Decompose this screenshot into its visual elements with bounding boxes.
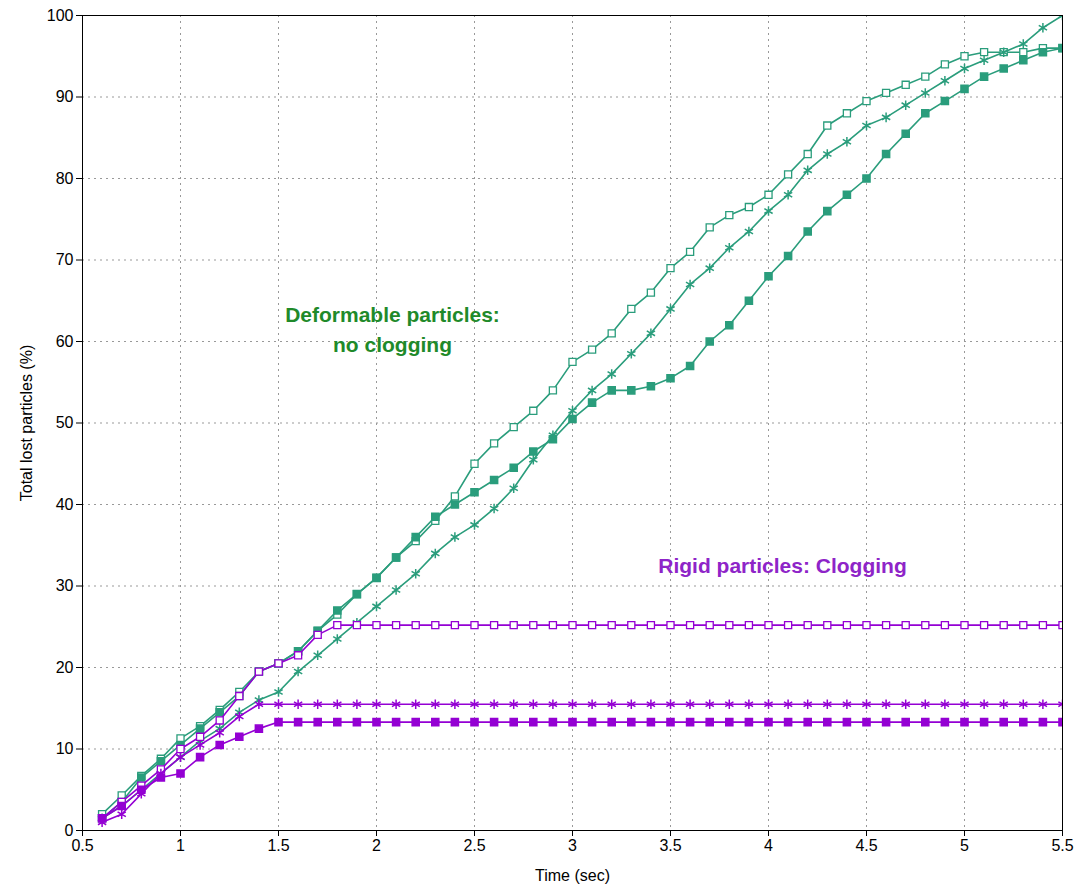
svg-text:1: 1 xyxy=(176,837,185,854)
svg-text:3: 3 xyxy=(568,837,577,854)
svg-text:50: 50 xyxy=(56,414,74,431)
svg-text:4: 4 xyxy=(764,837,773,854)
svg-text:70: 70 xyxy=(56,251,74,268)
svg-text:Total lost particles (%): Total lost particles (%) xyxy=(18,345,35,502)
svg-text:Time (sec): Time (sec) xyxy=(535,867,610,884)
svg-text:30: 30 xyxy=(56,577,74,594)
svg-text:100: 100 xyxy=(47,7,74,24)
svg-text:Deformable particles:no cloggi: Deformable particles:no clogging xyxy=(285,303,500,355)
svg-text:1.5: 1.5 xyxy=(267,837,289,854)
svg-text:80: 80 xyxy=(56,170,74,187)
svg-text:20: 20 xyxy=(56,659,74,676)
svg-text:10: 10 xyxy=(56,740,74,757)
svg-text:4.5: 4.5 xyxy=(855,837,877,854)
svg-text:2: 2 xyxy=(372,837,381,854)
svg-text:5.5: 5.5 xyxy=(1051,837,1073,854)
svg-text:Rigid particles: Clogging: Rigid particles: Clogging xyxy=(658,554,907,577)
svg-text:40: 40 xyxy=(56,496,74,513)
svg-text:5: 5 xyxy=(960,837,969,854)
svg-text:3.5: 3.5 xyxy=(659,837,681,854)
svg-text:0.5: 0.5 xyxy=(71,837,93,854)
svg-text:90: 90 xyxy=(56,88,74,105)
svg-text:60: 60 xyxy=(56,333,74,350)
svg-text:2.5: 2.5 xyxy=(463,837,485,854)
svg-text:0: 0 xyxy=(64,821,74,839)
